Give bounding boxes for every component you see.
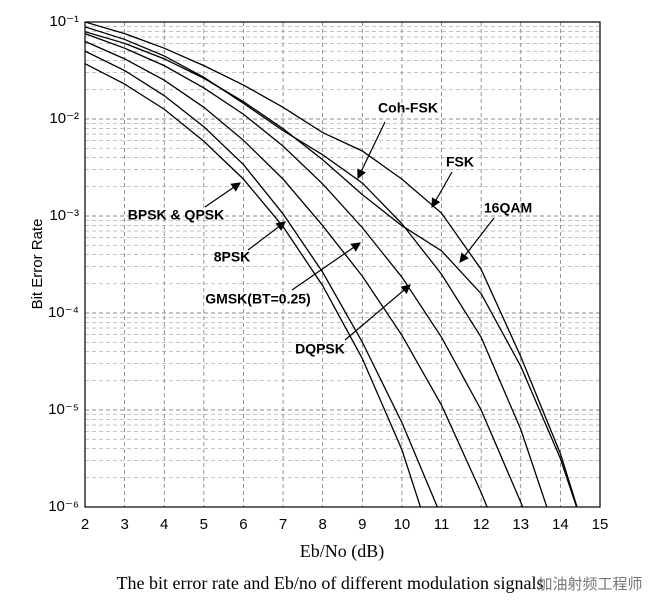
x-tick-label: 3	[120, 516, 128, 533]
annotation: 8PSK	[214, 249, 251, 265]
y-axis-label: Bit Error Rate	[29, 219, 46, 310]
series-line	[85, 26, 548, 507]
x-tick-label: 9	[358, 516, 366, 533]
annotation-arrow	[204, 182, 241, 208]
annotation-arrow	[459, 217, 495, 263]
y-tick-label: 10⁻³	[49, 207, 79, 224]
annotation: BPSK & QPSK	[128, 207, 224, 223]
x-tick-label: 8	[319, 516, 327, 533]
series-line	[85, 50, 439, 507]
y-tick-label: 10⁻²	[49, 110, 79, 127]
curves	[85, 22, 578, 507]
plot-frame	[84, 21, 601, 508]
y-tick-label: 10⁻¹	[49, 13, 79, 30]
x-tick-label: 6	[239, 516, 247, 533]
x-tick-label: 5	[200, 516, 208, 533]
series-line	[85, 31, 578, 507]
x-tick-label: 10	[394, 516, 411, 533]
annotation-arrow	[344, 284, 411, 341]
annotation-arrow	[247, 221, 286, 251]
series-line	[85, 63, 422, 507]
annotations	[204, 121, 495, 341]
annotation-arrow	[431, 171, 453, 209]
annotation: Coh-FSK	[378, 100, 438, 116]
annotation-arrow	[357, 121, 386, 180]
series-line	[85, 33, 524, 507]
caption: The bit error rate and Eb/no of differen…	[116, 573, 543, 593]
x-tick-label: 13	[512, 516, 529, 533]
labels: 2 3 4 5 6 7 8 9 10 11 12 13 14 15 10⁻⁶ 10⁻⁵ 10⁻⁴ 10⁻³ 10⁻²…	[48, 13, 608, 533]
series-line	[85, 40, 488, 507]
annotation: DQPSK	[295, 341, 345, 357]
y-tick-label: 10⁻⁴	[48, 304, 79, 321]
watermark: 加油射频工程师	[537, 576, 642, 593]
annotation: GMSK(BT=0.25)	[205, 291, 310, 307]
x-tick-label: 14	[552, 516, 569, 533]
annotation: FSK	[446, 154, 474, 170]
x-tick-label: 2	[81, 516, 89, 533]
series-line	[85, 22, 578, 507]
annotation: 16QAM	[484, 200, 532, 216]
x-axis-label: Eb/No (dB)	[300, 541, 385, 562]
x-tick-label: 12	[473, 516, 490, 533]
x-tick-label: 7	[279, 516, 287, 533]
x-tick-label: 15	[592, 516, 609, 533]
annotation-arrow	[291, 242, 361, 291]
x-tick-label: 4	[160, 516, 168, 533]
y-tick-label: 10⁻⁵	[48, 401, 79, 418]
y-tick-label: 10⁻⁶	[48, 498, 79, 515]
x-tick-label: 11	[434, 516, 450, 533]
